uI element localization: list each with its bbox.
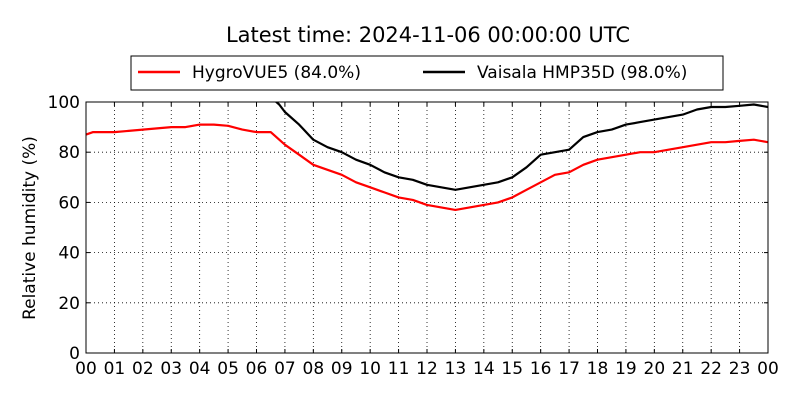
x-tick-label: 10 [359, 359, 381, 379]
y-tick-label: 0 [69, 344, 80, 364]
x-tick-label: 03 [160, 359, 182, 379]
x-tick-label: 06 [246, 359, 268, 379]
y-axis-label: Relative humidity (%) [20, 136, 40, 320]
x-tick-label: 22 [700, 359, 722, 379]
series-line-vaisala [274, 102, 768, 191]
y-tick-label: 100 [48, 93, 80, 113]
x-tick-label: 00 [757, 359, 779, 379]
x-tick-label: 19 [615, 359, 637, 379]
plot-area-frame [85, 101, 769, 354]
x-tick-labels: 00 01 02 03 04 05 06 07 08 09 10 11 12 13 14 15 16 17 18 19… [75, 359, 779, 379]
x-tick-label: 16 [530, 359, 552, 379]
x-tick-label: 04 [189, 359, 211, 379]
x-tick-label: 08 [303, 359, 325, 379]
x-tick-label: 18 [587, 359, 609, 379]
x-tick-label: 15 [501, 359, 523, 379]
x-tick-label: 09 [331, 359, 353, 379]
x-tick-label: 02 [132, 359, 154, 379]
legend-label-vaisala: Vaisala HMP35D (98.0%) [477, 63, 687, 83]
grid [86, 102, 768, 353]
x-tick-label: 13 [445, 359, 467, 379]
x-tick-label: 01 [104, 359, 126, 379]
y-tick-label: 80 [58, 143, 80, 163]
y-tick-label: 20 [58, 294, 80, 314]
x-tick-label: 21 [672, 359, 694, 379]
x-tick-label: 00 [75, 359, 97, 379]
series-group [86, 102, 768, 211]
legend-label-hygrovue5: HygroVUE5 (84.0%) [192, 63, 361, 83]
x-tick-label: 20 [644, 359, 666, 379]
x-tick-label: 17 [558, 359, 580, 379]
legend: HygroVUE5 (84.0%) Vaisala HMP35D (98.0%) [130, 55, 724, 91]
chart-title: Latest time: 2024-11-06 00:00:00 UTC [226, 23, 630, 47]
ticks [85, 101, 769, 354]
y-tick-label: 60 [58, 193, 80, 213]
x-tick-label: 11 [388, 359, 410, 379]
series-line-hygrovue5 [86, 123, 768, 211]
x-tick-label: 07 [274, 359, 296, 379]
x-tick-label: 05 [217, 359, 239, 379]
x-tick-label: 12 [416, 359, 438, 379]
y-tick-label: 40 [58, 244, 80, 264]
y-tick-labels: 0 20 40 60 80 100 [48, 93, 80, 364]
x-tick-label: 14 [473, 359, 495, 379]
x-tick-label: 23 [729, 359, 751, 379]
